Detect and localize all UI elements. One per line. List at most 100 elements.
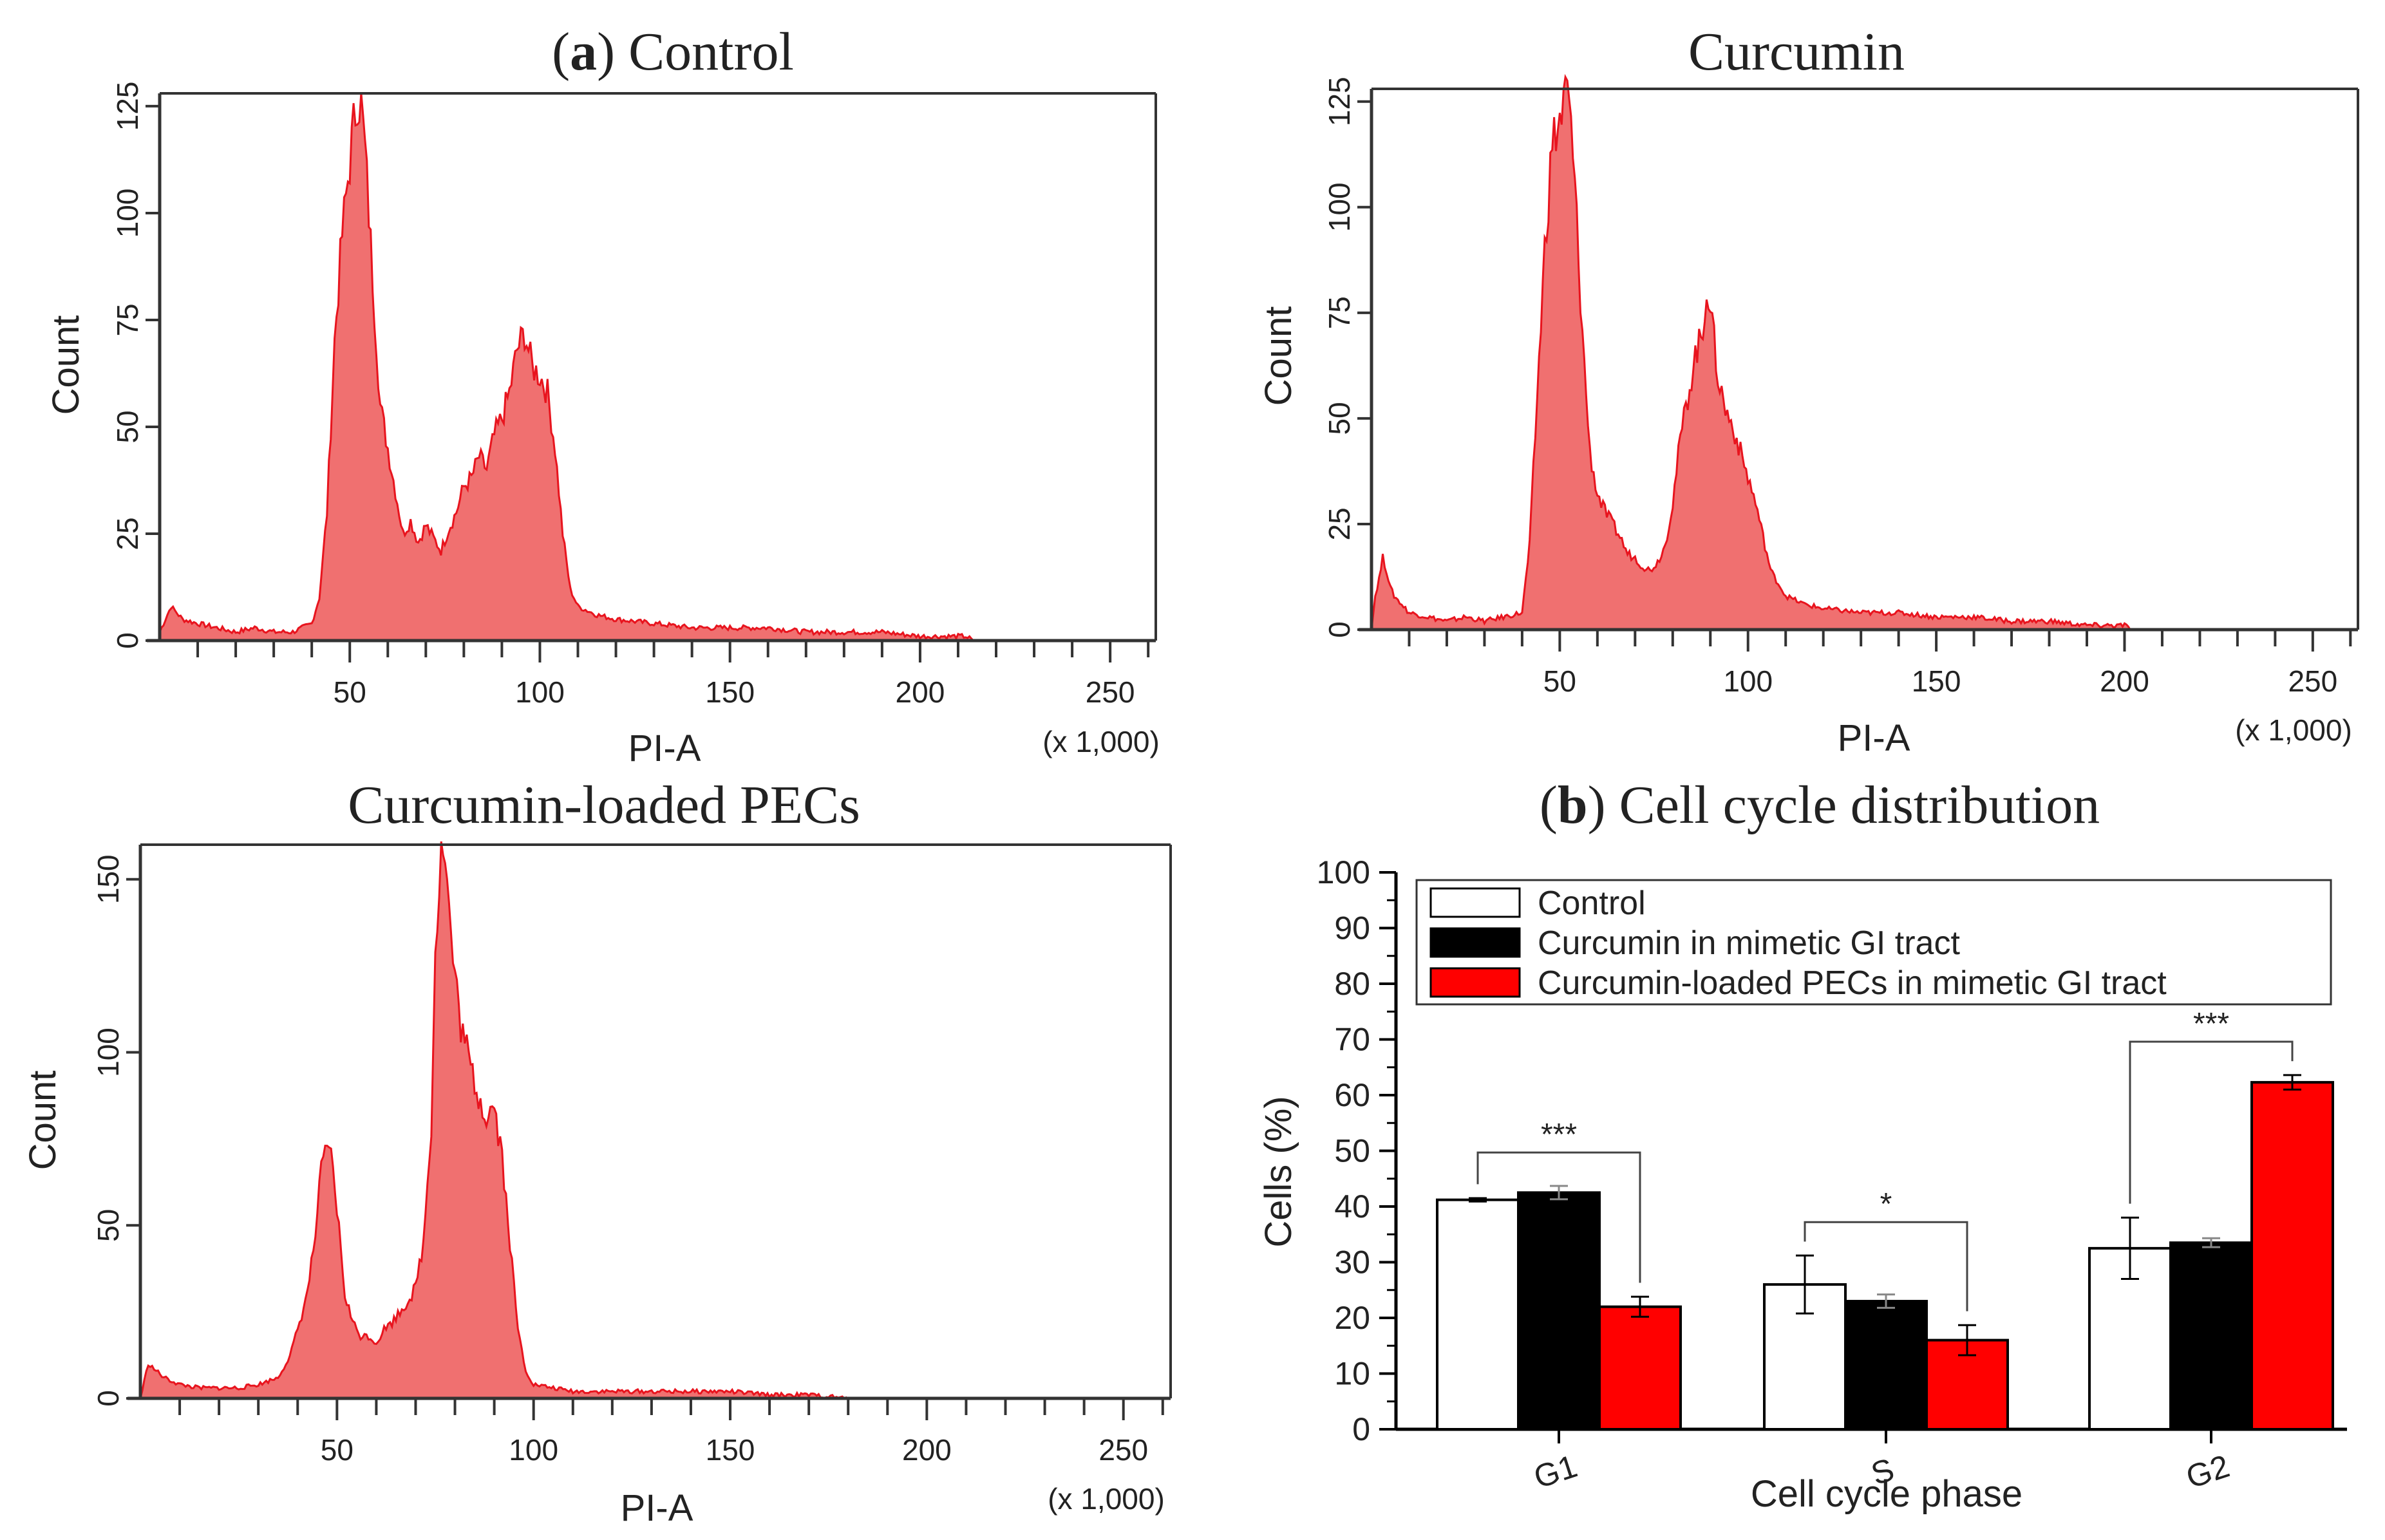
hist-curcumin-xtick-label: 150 xyxy=(1912,664,1961,698)
bar-chart-title: Cell cycle distribution xyxy=(1619,775,2100,835)
bar-ytick-label: 60 xyxy=(1334,1077,1370,1113)
hist-curcumin-xtick-label: 250 xyxy=(2288,664,2337,698)
hist-control-xtick-label: 250 xyxy=(1086,675,1135,709)
hist-curcumin-fill xyxy=(1372,77,2133,630)
bar-xtick-label: G2 xyxy=(2182,1448,2234,1496)
histogram-pecs: Curcumin-loaded PECs 50 100 150 200 250 0 50 10… xyxy=(22,775,1172,1529)
hist-curcumin-ytick-label: 25 xyxy=(1323,507,1356,540)
hist-curcumin-ytick-label: 0 xyxy=(1323,621,1356,638)
bar-g1-series-1 xyxy=(1436,1198,1520,1431)
hist-curcumin-title: Curcumin xyxy=(1688,22,1905,82)
hist-control-xtick-label: 100 xyxy=(515,675,565,709)
bar-ytick-label: 50 xyxy=(1334,1133,1370,1169)
hist-pecs-title: Curcumin-loaded PECs xyxy=(348,775,860,835)
hist-pecs-xtick-label: 100 xyxy=(509,1433,558,1467)
errorbar-g1-series-3 xyxy=(1631,1295,1649,1318)
legend: Control Curcumin in mimetic GI tract Cur… xyxy=(1415,879,2332,1006)
legend-label-curcumin: Curcumin in mimetic GI tract xyxy=(1538,925,1960,962)
legend-label-control: Control xyxy=(1538,885,1646,922)
hist-control-ytick-label: 50 xyxy=(111,410,144,443)
bar-ytick-label: 90 xyxy=(1334,910,1370,946)
bar-g2-series-2 xyxy=(2169,1241,2253,1431)
sig-bracket-s xyxy=(1804,1221,1968,1311)
hist-pecs-xtick-label: 150 xyxy=(706,1433,755,1467)
hist-control-multiplier: (x 1,000) xyxy=(1042,725,1160,758)
hist-pecs-ytick-label: 50 xyxy=(91,1209,125,1242)
hist-pecs-plot: 50 100 150 200 250 0 50 100 150 xyxy=(91,841,1172,1467)
bar-ytick-label: 30 xyxy=(1334,1244,1370,1281)
panel-b-title: (b) Cell cycle distribution xyxy=(1540,775,2100,835)
bar-ytick-label: 80 xyxy=(1334,966,1370,1002)
bar-ytick-label: 100 xyxy=(1317,854,1370,890)
hist-pecs-multiplier: (x 1,000) xyxy=(1048,1482,1165,1516)
hist-control-xlabel: PI-A xyxy=(628,728,701,769)
hist-pecs-ylabel: Count xyxy=(22,1071,64,1170)
bar-ytick-label: 10 xyxy=(1334,1356,1370,1392)
hist-control-ylabel: Count xyxy=(45,315,87,415)
sig-label-g1: *** xyxy=(1541,1118,1577,1152)
hist-control-line xyxy=(158,93,974,642)
errorbar-s-series-2 xyxy=(1877,1293,1895,1309)
hist-control-ytick-label: 100 xyxy=(111,189,144,238)
errorbar-s-series-3 xyxy=(1958,1324,1976,1357)
hist-pecs-ytick-label: 150 xyxy=(91,854,125,904)
panel-b-letter: b xyxy=(1558,775,1588,835)
bar-xtick-label: G1 xyxy=(1529,1448,1581,1496)
sig-bracket-g1 xyxy=(1476,1151,1641,1283)
hist-curcumin-xtick-label: 200 xyxy=(2100,664,2149,698)
hist-curcumin-ytick-label: 125 xyxy=(1323,77,1356,126)
histogram-control: (a) Control 50 100 150 200 2500255075100125 … xyxy=(45,22,1160,769)
bar-chart-cell-cycle: (b) Cell cycle distribution 0 10 20 30 40 50 6… xyxy=(1258,775,2347,1515)
legend-swatch-pecs xyxy=(1429,967,1521,998)
hist-pecs-fill xyxy=(140,841,849,1398)
hist-curcumin-xtick-label: 50 xyxy=(1543,664,1576,698)
errorbar-g1-series-2 xyxy=(1550,1185,1568,1201)
hist-curcumin-xtick-label: 100 xyxy=(1723,664,1773,698)
bar-xlabel: Cell cycle phase xyxy=(1751,1473,2022,1515)
errorbar-g1-series-1 xyxy=(1469,1197,1487,1203)
sig-bracket-g2 xyxy=(2129,1040,2294,1204)
hist-control-title: Control xyxy=(628,22,794,82)
sig-label-s: * xyxy=(1880,1187,1892,1221)
hist-control-xtick-label: 50 xyxy=(334,675,366,709)
hist-control-ytick-label: 125 xyxy=(111,82,144,131)
hist-curcumin-plot: 50 100 150 200 250 0 25 50 75 100 125 xyxy=(1323,73,2359,698)
bar-ytick-label: 70 xyxy=(1334,1022,1370,1058)
hist-control-plot: 50 100 150 200 250 0 25 50 75 100 125 xyxy=(111,82,1157,709)
hist-curcumin-multiplier: (x 1,000) xyxy=(2235,713,2352,747)
hist-control-xtick-label: 200 xyxy=(896,675,945,709)
panel-a-title: (a) Control xyxy=(552,22,794,82)
hist-curcumin-line xyxy=(1370,73,2133,631)
hist-pecs-xtick-label: 250 xyxy=(1098,1433,1148,1467)
bar-ytick-label: 0 xyxy=(1352,1411,1370,1447)
hist-curcumin-xlabel: PI-A xyxy=(1838,717,1910,759)
hist-pecs-xlabel: PI-A xyxy=(621,1487,693,1529)
legend-label-pecs: Curcumin-loaded PECs in mimetic GI tract xyxy=(1538,964,2167,1002)
hist-curcumin-ytick-label: 50 xyxy=(1323,402,1356,435)
histogram-curcumin: Curcumin 50 100 150 200 250 0 25 50 75 100 125 PI-… xyxy=(1258,22,2359,759)
bar-g1-series-2 xyxy=(1517,1191,1601,1431)
bar-ytick-label: 40 xyxy=(1334,1188,1370,1225)
bar-g1-series-3 xyxy=(1598,1305,1682,1431)
hist-curcumin-ylabel: Count xyxy=(1258,306,1299,406)
hist-control-ytick-label: 0 xyxy=(111,632,144,649)
errorbar-s-series-1 xyxy=(1796,1254,1814,1315)
hist-pecs-ytick-label: 0 xyxy=(91,1390,125,1407)
hist-control-fill xyxy=(160,93,974,641)
hist-curcumin-ytick-label: 75 xyxy=(1323,296,1356,329)
hist-pecs-ytick-label: 100 xyxy=(91,1028,125,1077)
sig-label-g2: *** xyxy=(2193,1007,2229,1041)
errorbar-g2-series-3 xyxy=(2283,1074,2301,1091)
bar-s-series-2 xyxy=(1844,1300,1928,1431)
hist-pecs-line xyxy=(139,841,849,1400)
hist-control-ytick-label: 75 xyxy=(111,303,144,336)
hist-control-ytick-label: 25 xyxy=(111,517,144,550)
legend-swatch-curcumin xyxy=(1429,927,1521,958)
panel-a-letter: a xyxy=(570,22,597,82)
errorbar-g2-series-1 xyxy=(2121,1216,2139,1280)
bar-g2-series-3 xyxy=(2250,1081,2334,1431)
bar-ylabel: Cells (%) xyxy=(1258,1096,1299,1247)
hist-control-xtick-label: 150 xyxy=(705,675,755,709)
bar-ytick-label: 20 xyxy=(1334,1300,1370,1336)
hist-pecs-xtick-label: 50 xyxy=(321,1433,354,1467)
